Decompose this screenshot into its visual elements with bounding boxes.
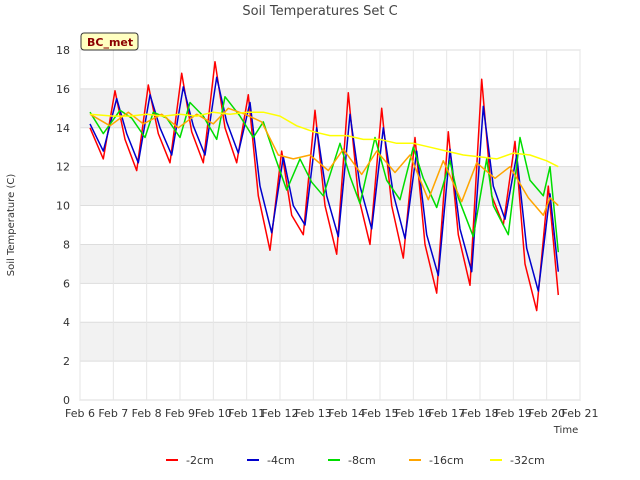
series-line-minus-32cm [89,111,559,168]
y-tick-label: 14 [56,122,70,135]
station-badge: BC_met [80,32,139,51]
y-tick-label: 12 [56,161,70,174]
series-lines [89,60,560,312]
background-band [80,88,580,128]
y-tick-label: 8 [63,238,70,251]
x-tick-label: Feb 18 [462,407,499,420]
y-axis-ticks: 0 2 4 6 8 10 12 14 16 18 [56,44,580,407]
y-tick-label: 2 [63,355,70,368]
legend-label: -8cm [348,454,376,467]
series-line-minus-2cm [89,60,560,312]
series-line-minus-4cm [89,76,560,292]
background-band [80,127,580,167]
x-tick-label: Feb 10 [195,407,232,420]
x-tick-label: Feb 12 [262,407,299,420]
x-tick-label: Feb 20 [528,407,565,420]
background-band [80,283,580,323]
x-tick-label: Feb 19 [495,407,532,420]
x-tick-label: Feb 14 [328,407,365,420]
background-band [80,244,580,284]
background-band [80,361,580,400]
y-axis-label: Soil Temperature (C) [6,174,17,277]
series-line-minus-8cm [89,95,560,253]
x-tick-label: Feb 7 [98,407,128,420]
y-tick-label: 10 [56,200,70,213]
x-tick-label: Feb 17 [428,407,465,420]
legend-label: -2cm [186,454,214,467]
chart-title: Soil Temperatures Set C [242,4,397,19]
y-tick-label: 4 [63,316,70,329]
legend-label: -16cm [429,454,464,467]
x-axis-label: Time [553,425,578,436]
x-tick-label: Feb 16 [395,407,432,420]
x-tick-label: Feb 8 [132,407,162,420]
y-tick-label: 16 [56,83,70,96]
station-badge-label: BC_met [87,36,133,49]
series-line-minus-16cm [89,107,559,217]
x-tick-label: Feb 6 [65,407,95,420]
x-tick-label: Feb 21 [562,407,599,420]
x-tick-label: Feb 13 [295,407,332,420]
station-badge-box [80,32,139,51]
background-band [80,322,580,362]
x-tick-label: Feb 15 [362,407,399,420]
y-tick-label: 0 [63,394,70,407]
background-band [80,50,580,89]
x-tick-label: Feb 11 [228,407,265,420]
y-tick-label: 6 [63,277,70,290]
y-tick-label: 18 [56,44,70,57]
legend-label: -32cm [510,454,545,467]
x-tick-label: Feb 9 [165,407,195,420]
legend-label: -4cm [267,454,295,467]
chart-legend: -2cm -4cm -8cm -16cm -32cm [166,454,545,467]
